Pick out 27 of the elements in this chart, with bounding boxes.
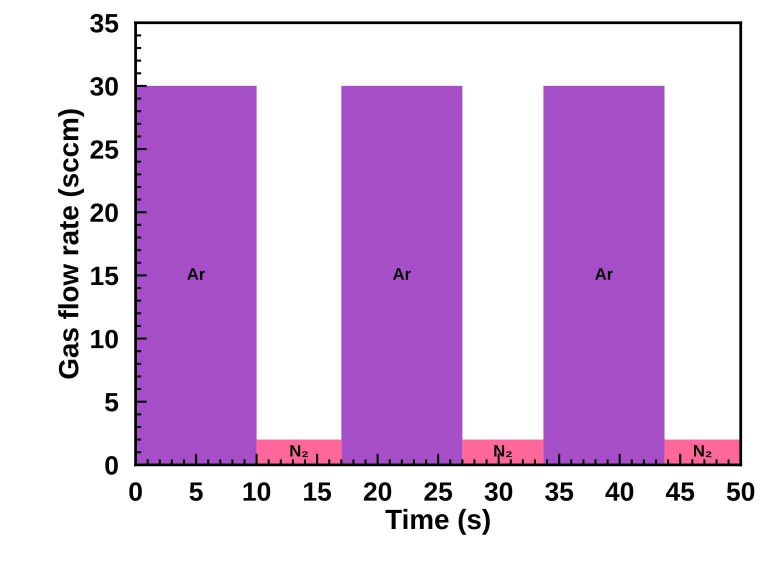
x-tick-label: 45 xyxy=(666,482,694,501)
x-tick-label: 25 xyxy=(424,482,452,501)
y-tick-label: 5 xyxy=(105,393,118,412)
text: Ar xyxy=(187,268,206,280)
x-tick-label: 40 xyxy=(605,482,634,501)
x-tick-label: 35 xyxy=(545,482,574,501)
y-tick-label: 0 xyxy=(105,456,118,475)
x-tick-label: 30 xyxy=(484,482,512,501)
x-tick-label: 0 xyxy=(129,482,142,501)
y-tick-label: 15 xyxy=(91,266,118,286)
text: Ar xyxy=(392,268,411,280)
x-axis-title: Time (s) xyxy=(385,508,490,535)
y-axis-title: Gas flow rate (sccm) xyxy=(58,109,84,379)
y-tick-label: 20 xyxy=(90,203,118,222)
x-tick-label: 50 xyxy=(726,482,754,501)
series-label: Ar xyxy=(595,268,613,280)
text: N₂ xyxy=(694,445,712,458)
y-tick-label: 10 xyxy=(91,330,118,348)
text: N₂ xyxy=(494,445,512,458)
y-tick-label: 35 xyxy=(90,14,118,33)
x-tick-label: 15 xyxy=(304,482,332,501)
x-tick-label: 20 xyxy=(364,482,392,501)
y-tick-label: 30 xyxy=(90,77,118,96)
x-tick-label: 10 xyxy=(244,482,270,501)
x-tick-label: 5 xyxy=(190,482,203,501)
y-tick-label: 25 xyxy=(90,140,118,159)
series-label: N₂ xyxy=(290,445,308,458)
